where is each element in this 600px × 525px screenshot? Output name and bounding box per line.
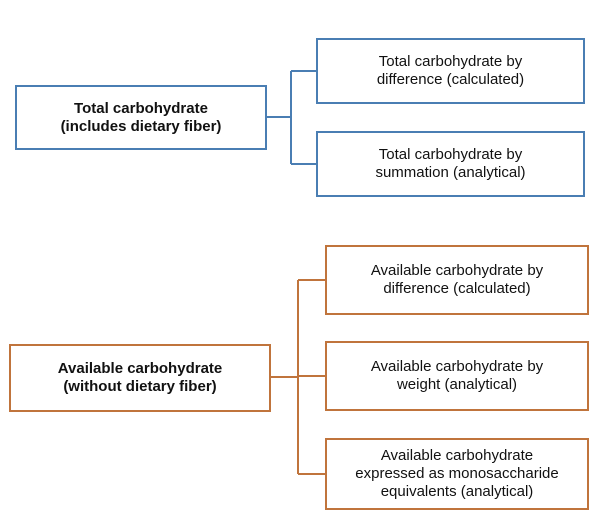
- avail-c3-line-1: Available carbohydrate: [380, 447, 534, 464]
- avail-c2-line-1: Available carbohydrate by: [370, 358, 544, 375]
- available-monosaccharide-equivalents-node: Available carbohydrate expressed as mono…: [325, 438, 589, 510]
- avail-c2-line-2: weight (analytical): [396, 376, 518, 393]
- total-by-difference-node: Total carbohydrate by difference (calcul…: [316, 38, 585, 104]
- avail-c1-line-2: difference (calculated): [383, 280, 531, 297]
- total-c1-line-1: Total carbohydrate by: [378, 53, 523, 70]
- available-carbohydrate-node: Available carbohydrate (without dietary …: [9, 344, 271, 412]
- total-root-line-1: Total carbohydrate: [74, 99, 208, 117]
- total-connectors: [267, 70, 316, 165]
- available-connectors: [271, 279, 325, 475]
- avail-c3-line-2: expressed as monosaccharide: [355, 465, 559, 482]
- total-carbohydrate-node: Total carbohydrate (includes dietary fib…: [15, 85, 267, 150]
- avail-root-line-2: (without dietary fiber): [63, 378, 217, 395]
- total-root-line-2: (includes dietary fiber): [60, 117, 222, 135]
- avail-c1-line-1: Available carbohydrate by: [370, 262, 544, 279]
- total-by-summation-node: Total carbohydrate by summation (analyti…: [316, 131, 585, 197]
- avail-root-line-1: Available carbohydrate: [57, 360, 223, 377]
- available-by-difference-node: Available carbohydrate by difference (ca…: [325, 245, 589, 315]
- total-c2-line-1: Total carbohydrate by: [378, 146, 523, 163]
- available-by-weight-node: Available carbohydrate by weight (analyt…: [325, 341, 589, 411]
- total-c1-line-2: difference (calculated): [376, 71, 525, 88]
- total-c2-line-2: summation (analytical): [375, 164, 526, 181]
- avail-c3-line-3: equivalents (analytical): [380, 483, 534, 500]
